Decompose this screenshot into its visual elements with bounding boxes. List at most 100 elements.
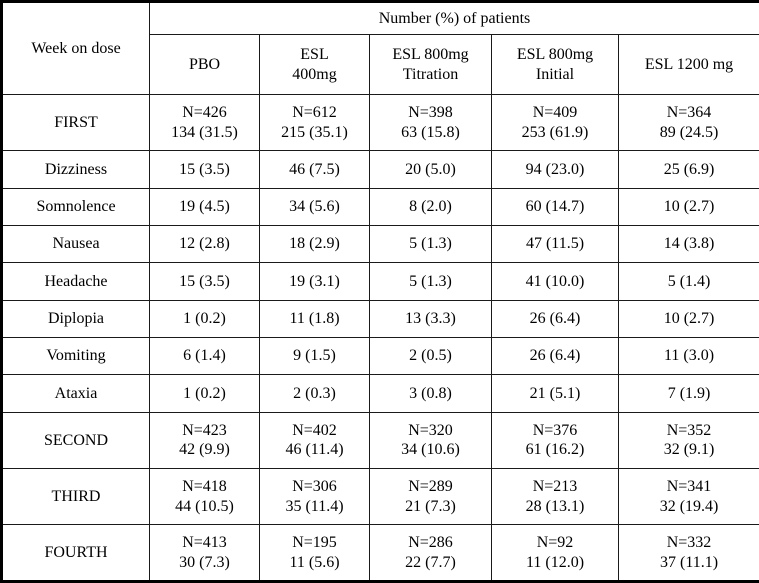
data-cell: 2 (0.5) bbox=[369, 336, 492, 376]
table-row: SECOND N=423 42 (9.9) N=402 46 (11.4) N=320 34… bbox=[1, 411, 759, 469]
data-cell: 14 (3.8) bbox=[617, 225, 759, 264]
data-cell-line: 44 (10.5) bbox=[175, 497, 234, 515]
data-cell: N=332 37 (11.1) bbox=[617, 524, 759, 582]
data-cell: 25 (6.9) bbox=[617, 150, 759, 189]
row-label: Vomiting bbox=[1, 336, 150, 376]
data-cell: 11 (1.8) bbox=[259, 299, 370, 338]
data-cell: 20 (5.0) bbox=[369, 150, 492, 189]
data-cell-line: N=418 bbox=[182, 478, 227, 496]
data-cell: 10 (2.7) bbox=[617, 299, 759, 338]
data-cell-line: 15 (3.5) bbox=[179, 160, 230, 178]
column-header: ESL 800mg Initial bbox=[491, 34, 619, 95]
row-label: Dizziness bbox=[1, 150, 150, 189]
data-cell: 8 (2.0) bbox=[369, 187, 492, 227]
data-cell: N=92 11 (12.0) bbox=[491, 524, 619, 582]
table-row: THIRD N=418 44 (10.5) N=306 35 (11.4) N=289 21… bbox=[1, 467, 759, 526]
data-cell: N=195 11 (5.6) bbox=[259, 524, 370, 582]
data-cell-line: 19 (4.5) bbox=[179, 198, 230, 216]
data-cell-line: N=332 bbox=[666, 534, 712, 552]
data-cell: 5 (1.3) bbox=[369, 262, 492, 301]
data-cell: N=306 35 (11.4) bbox=[259, 467, 370, 526]
data-cell: N=289 21 (7.3) bbox=[369, 467, 492, 526]
data-cell: 15 (3.5) bbox=[149, 262, 260, 301]
column-header-line: ESL 1200 mg bbox=[644, 55, 734, 73]
data-cell: 9 (1.5) bbox=[259, 336, 370, 376]
data-cell-line: N=289 bbox=[408, 478, 453, 496]
data-cell-line: 13 (3.3) bbox=[405, 310, 456, 328]
data-cell-line: N=320 bbox=[408, 421, 453, 439]
data-cell: 5 (1.4) bbox=[617, 262, 759, 301]
data-cell: 10 (2.7) bbox=[617, 187, 759, 227]
data-cell-line: 63 (15.8) bbox=[401, 123, 460, 141]
data-cell-line: N=426 bbox=[182, 104, 227, 122]
data-cell: 26 (6.4) bbox=[491, 299, 619, 338]
corner-header-week-on-dose: Week on dose bbox=[1, 1, 150, 95]
row-label: Headache bbox=[1, 262, 150, 301]
data-cell-line: 3 (0.8) bbox=[409, 384, 452, 402]
column-header-line: ESL 800mg bbox=[516, 45, 594, 63]
table-row: Dizziness 15 (3.5) 46 (7.5) 20 (5.0) 94 (23.… bbox=[1, 150, 759, 189]
row-label: Diplopia bbox=[1, 299, 150, 338]
data-cell-line: N=612 bbox=[292, 104, 337, 122]
data-cell: N=376 61 (16.2) bbox=[491, 411, 619, 469]
data-cell-line: 21 (5.1) bbox=[529, 384, 581, 402]
column-header-row: PBO ESL 400mg ESL 800mg Titration ESL 800mg In… bbox=[2, 34, 759, 95]
data-cell-line: N=341 bbox=[666, 478, 712, 496]
data-cell-line: 7 (1.9) bbox=[667, 384, 711, 402]
column-header-line: ESL 800mg bbox=[392, 45, 469, 63]
data-cell: 41 (10.0) bbox=[491, 262, 619, 301]
table-row: FIRST N=426 134 (31.5) N=612 215 (35.1) N=398… bbox=[1, 93, 759, 152]
data-cell: 7 (1.9) bbox=[617, 374, 759, 413]
table-row: Ataxia 1 (0.2) 2 (0.3) 3 (0.8) 21 (5.1) 7 (1.… bbox=[1, 374, 759, 413]
data-cell-line: 34 (5.6) bbox=[289, 198, 340, 216]
data-cell: 60 (14.7) bbox=[491, 187, 619, 227]
data-cell: 5 (1.3) bbox=[369, 225, 492, 264]
data-cell-line: 89 (24.5) bbox=[659, 123, 719, 141]
column-header-line: 400mg bbox=[292, 65, 337, 83]
data-cell-line: 42 (9.9) bbox=[179, 441, 230, 459]
data-cell: 94 (23.0) bbox=[491, 150, 619, 189]
data-cell-line: 30 (7.3) bbox=[179, 553, 230, 571]
group-header-number-of-patients: Number (%) of patients bbox=[148, 1, 759, 35]
data-cell-line: 11 (5.6) bbox=[289, 553, 340, 571]
data-cell-line: N=306 bbox=[292, 478, 337, 496]
table-row: Somnolence 19 (4.5) 34 (5.6) 8 (2.0) 60 (14.… bbox=[1, 187, 759, 227]
data-cell-line: 5 (1.4) bbox=[667, 272, 711, 290]
data-cell-line: 10 (2.7) bbox=[663, 310, 715, 328]
data-cell-line: 134 (31.5) bbox=[171, 123, 238, 141]
data-cell-line: 11 (3.0) bbox=[663, 347, 715, 365]
column-header-line: PBO bbox=[188, 55, 221, 73]
data-cell-line: 15 (3.5) bbox=[179, 272, 230, 290]
data-cell-line: N=398 bbox=[408, 104, 453, 122]
data-cell: N=213 28 (13.1) bbox=[491, 467, 619, 526]
data-cell: N=413 30 (7.3) bbox=[149, 524, 260, 582]
data-cell: N=409 253 (61.9) bbox=[491, 93, 619, 152]
data-cell-line: 32 (19.4) bbox=[659, 497, 719, 515]
data-cell-line: N=213 bbox=[532, 478, 578, 496]
data-cell-line: 61 (16.2) bbox=[525, 441, 585, 459]
data-cell-line: 47 (11.5) bbox=[525, 235, 585, 253]
data-cell-line: 19 (3.1) bbox=[289, 272, 340, 290]
data-cell-line: 8 (2.0) bbox=[409, 198, 452, 216]
data-cell-line: N=423 bbox=[182, 421, 227, 439]
data-cell-line: 22 (7.7) bbox=[405, 553, 456, 571]
data-cell-line: 32 (9.1) bbox=[663, 441, 715, 459]
data-cell-line: 2 (0.3) bbox=[293, 384, 336, 402]
data-cell-line: N=92 bbox=[536, 534, 574, 552]
data-cell: 12 (2.8) bbox=[149, 225, 260, 264]
data-cell: 11 (3.0) bbox=[617, 336, 759, 376]
data-cell: 47 (11.5) bbox=[491, 225, 619, 264]
data-cell-line: 25 (6.9) bbox=[663, 160, 715, 178]
data-cell: 3 (0.8) bbox=[369, 374, 492, 413]
data-cell: 13 (3.3) bbox=[369, 299, 492, 338]
data-cell: 19 (3.1) bbox=[259, 262, 370, 301]
data-cell-line: 5 (1.3) bbox=[409, 272, 452, 290]
data-cell-line: 9 (1.5) bbox=[293, 347, 336, 365]
data-cell: 19 (4.5) bbox=[149, 187, 260, 227]
table-row: Nausea 12 (2.8) 18 (2.9) 5 (1.3) 47 (11.5) 14… bbox=[1, 225, 759, 264]
data-cell-line: N=376 bbox=[532, 421, 578, 439]
row-label: FOURTH bbox=[1, 524, 150, 582]
data-cell-line: 26 (6.4) bbox=[529, 310, 581, 328]
